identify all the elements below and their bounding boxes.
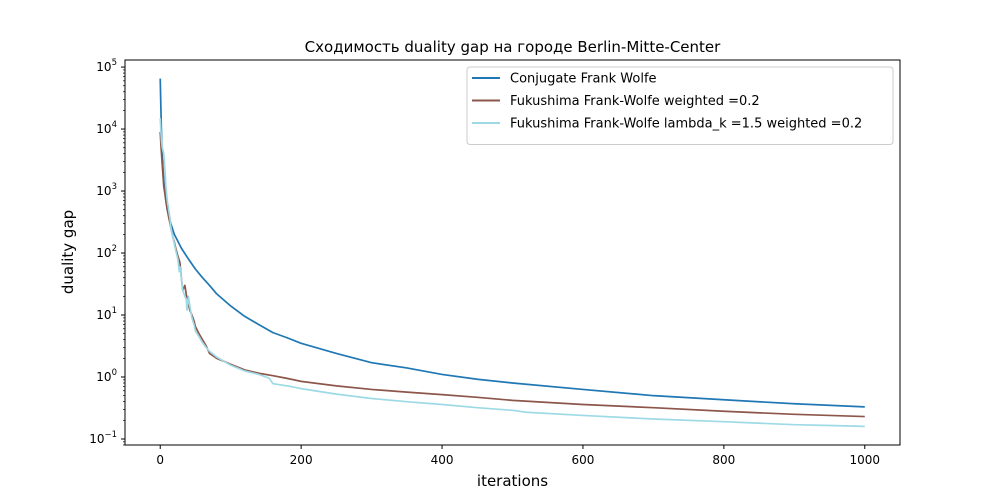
y-axis: 10−1 100 101 102 103 104 105: [89, 58, 125, 446]
x-tick-label: 1000: [849, 453, 880, 467]
y-axis-label: duality gap: [59, 210, 77, 294]
legend-box: [466, 66, 894, 145]
y-tick-label: 104: [96, 120, 117, 136]
plot-area-frame: [124, 59, 901, 446]
legend-label: Fukushima Frank-Wolfe lambda_k =1.5 weig…: [510, 117, 862, 132]
x-tick-label: 800: [712, 453, 735, 467]
y-tick-label: 105: [96, 58, 117, 74]
legend-label: Conjugate Frank Wolfe: [510, 72, 657, 87]
y-tick-label: 100: [96, 368, 117, 384]
chart-title: Сходимость duality gap на городе Berlin-…: [305, 38, 721, 56]
x-tick-label: 0: [156, 453, 164, 467]
series-line: [159, 118, 865, 428]
y-tick-label: 103: [96, 182, 117, 198]
y-tick-label: 101: [96, 306, 117, 322]
y-tick-label: 10−1: [89, 430, 117, 446]
x-axis-label: iterations: [477, 472, 548, 490]
x-tick-label: 200: [290, 453, 313, 467]
legend-label: Fukushima Frank-Wolfe weighted =0.2: [510, 94, 760, 109]
x-tick-label: 400: [431, 453, 454, 467]
legend: Conjugate Frank Wolfe Fukushima Frank-Wol…: [466, 66, 894, 145]
x-axis: 0 200 400 600 800 1000: [156, 445, 880, 467]
x-tick-label: 600: [572, 453, 595, 467]
series-lines: [159, 78, 865, 428]
series-line: [159, 131, 865, 418]
y-tick-label: 102: [96, 244, 117, 260]
